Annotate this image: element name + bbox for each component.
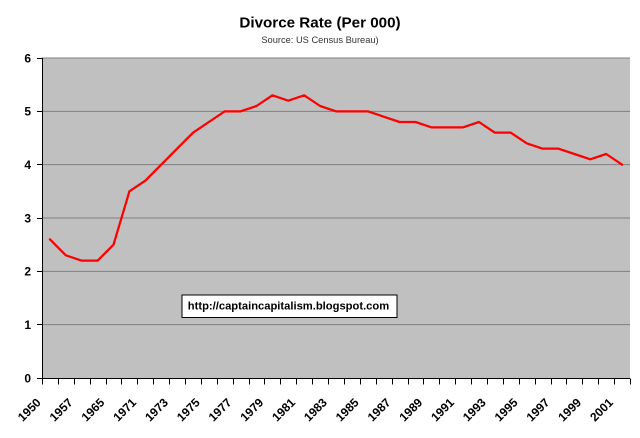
svg-text:Divorce Rate (Per 000): Divorce Rate (Per 000) (239, 15, 400, 32)
svg-text:4: 4 (24, 158, 31, 172)
svg-text:6: 6 (24, 51, 31, 65)
svg-text:http://captaincapitalism.blogs: http://captaincapitalism.blogspot.com (188, 301, 389, 313)
svg-text:1: 1 (24, 318, 31, 332)
svg-text:5: 5 (24, 105, 31, 119)
svg-text:2: 2 (24, 265, 31, 279)
svg-text:3: 3 (24, 211, 31, 225)
svg-text:Source: US Census Bureau): Source: US Census Bureau) (261, 35, 378, 45)
svg-text:0: 0 (24, 371, 31, 385)
